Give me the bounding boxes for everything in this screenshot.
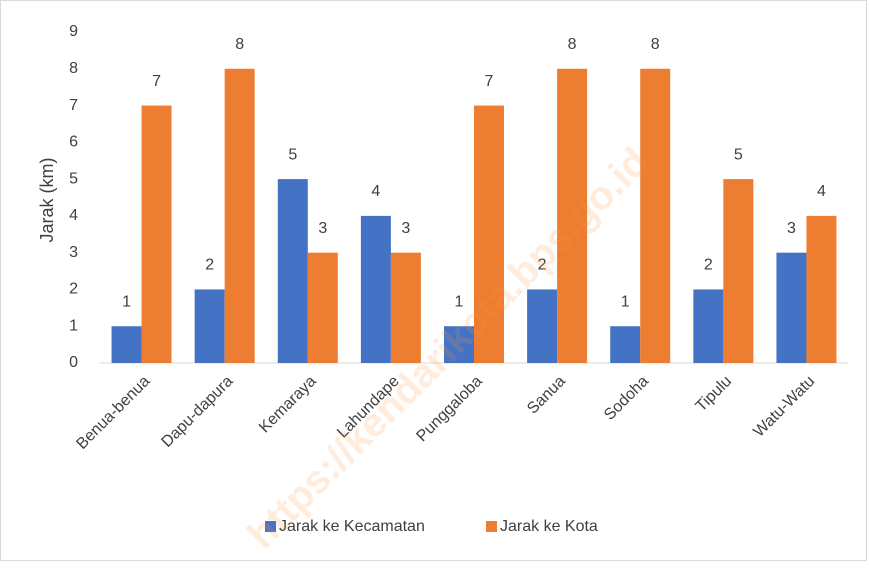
y-axis-label: Jarak (km) [37, 158, 57, 243]
data-label: 8 [235, 36, 244, 53]
data-label: 2 [704, 257, 713, 274]
legend-swatch [486, 521, 497, 532]
y-tick-label: 8 [69, 60, 78, 77]
bar [360, 215, 391, 363]
y-tick-label: 5 [69, 170, 78, 187]
bar [723, 179, 754, 363]
y-tick-label: 0 [69, 354, 78, 371]
bar [557, 68, 588, 364]
bar [693, 289, 724, 363]
data-label: 4 [371, 183, 380, 200]
data-label: 1 [122, 293, 131, 310]
bar [776, 252, 807, 363]
data-label: 5 [734, 146, 743, 163]
bar [474, 105, 504, 364]
y-tick-label: 6 [69, 134, 78, 151]
legend-swatch [265, 521, 276, 532]
bar [390, 252, 421, 363]
bar [307, 252, 338, 363]
y-tick-label: 3 [69, 244, 78, 261]
bar [610, 326, 641, 363]
data-label: 3 [401, 220, 410, 237]
bar [277, 179, 308, 363]
bar [806, 215, 837, 363]
bar [444, 326, 474, 363]
bar [527, 289, 558, 363]
data-label: 3 [318, 220, 327, 237]
data-label: 7 [152, 73, 161, 90]
data-label: 2 [205, 257, 214, 274]
data-label: 5 [288, 146, 297, 163]
y-tick-label: 9 [69, 23, 78, 40]
y-tick-label: 2 [69, 281, 78, 298]
y-tick-label: 4 [69, 207, 78, 224]
data-label: 1 [455, 293, 464, 310]
data-label: 3 [787, 220, 796, 237]
bar [141, 105, 172, 364]
data-label: 4 [817, 183, 826, 200]
legend-label: Jarak ke Kota [500, 518, 598, 535]
bar [640, 68, 671, 364]
bar [111, 326, 142, 363]
data-label: 8 [651, 36, 660, 53]
data-label: 8 [568, 36, 577, 53]
data-label: 7 [485, 73, 494, 90]
data-label: 1 [621, 293, 630, 310]
y-tick-label: 7 [69, 97, 78, 114]
bar [224, 68, 255, 364]
y-tick-label: 1 [69, 317, 78, 334]
legend-label: Jarak ke Kecamatan [279, 518, 425, 535]
bar [194, 289, 225, 363]
data-label: 2 [538, 257, 547, 274]
